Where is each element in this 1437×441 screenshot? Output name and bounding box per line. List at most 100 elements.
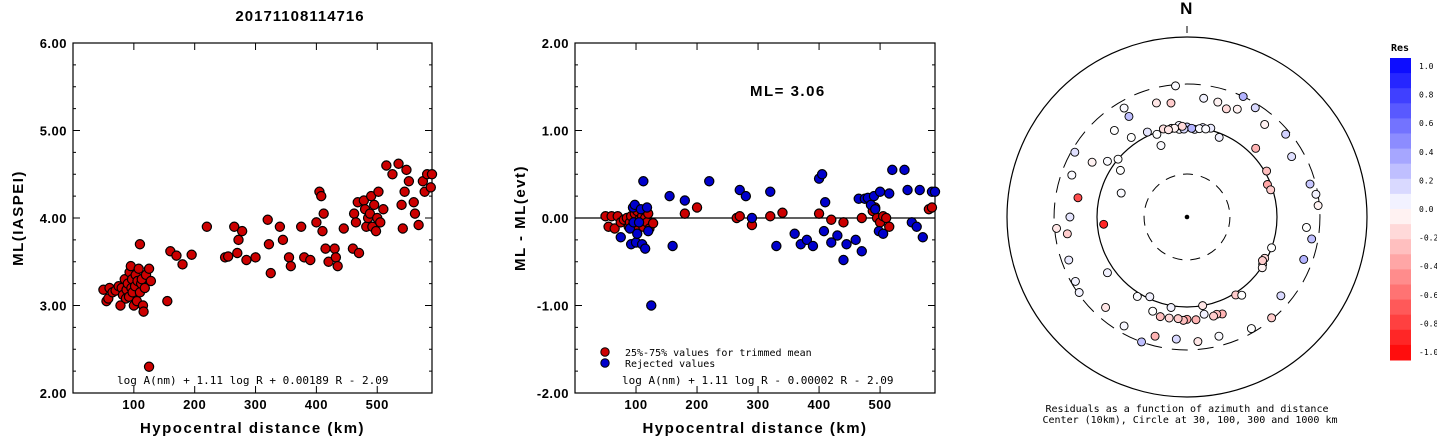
y-tick-label: 5.00 [40, 124, 67, 139]
azimuth-station-point [1166, 98, 1176, 108]
legend-label: 25%-75% values for trimmed mean [625, 348, 812, 359]
rejected-point [816, 169, 828, 180]
rejected-point [641, 202, 653, 213]
azimuth-station-point [1151, 98, 1161, 108]
y-tick-label: 3.00 [40, 299, 67, 314]
station-point [370, 225, 382, 237]
station-point [262, 214, 273, 225]
station-point [236, 225, 248, 237]
ring-300km [1053, 83, 1321, 351]
x-tick-label: 200 [685, 397, 708, 412]
station-point [316, 190, 327, 202]
y-tick-label: 1.00 [542, 124, 569, 139]
azimuth-station-point [1221, 104, 1231, 114]
x-tick-label: 300 [244, 397, 267, 412]
azimuth-station-point [1109, 126, 1119, 135]
azimuth-station-point [1191, 315, 1201, 325]
station-point [229, 221, 240, 232]
y-tick-label: 0.00 [542, 211, 569, 226]
station-point [133, 263, 144, 274]
rejected-point [929, 186, 941, 197]
colorbar-tick-label: -0.2 [1419, 234, 1437, 243]
azimuth-station-point [1164, 313, 1174, 323]
azimuth-station-point [1126, 132, 1136, 142]
station-point [274, 221, 286, 232]
rejected-point [746, 212, 758, 224]
station-point [393, 158, 404, 169]
azimuth-station-point [1062, 229, 1072, 239]
azimuth-station-point [1199, 309, 1209, 319]
station-point [138, 306, 149, 317]
azimuth-station-point [1152, 129, 1162, 139]
azimuth-station-point [1193, 337, 1203, 346]
azimuth-station-point [1287, 152, 1297, 162]
station-point [233, 234, 244, 246]
rejected-point [679, 195, 691, 206]
azimuth-station-point [1260, 119, 1270, 129]
colorbar-tick-label: 0.2 [1419, 176, 1434, 185]
y-tick-label: 2.00 [542, 36, 569, 51]
colorbar-segment [1390, 103, 1411, 119]
azimuth-station-point [1299, 255, 1309, 264]
station-point [330, 252, 342, 263]
azimuth-station-point [1052, 223, 1062, 233]
colorbar-segment [1390, 299, 1411, 316]
y-axis-label: ML - ML(evt) [512, 165, 529, 271]
station-point [320, 243, 331, 254]
station-point [375, 217, 386, 228]
ring-30km [1143, 173, 1231, 261]
station-point [162, 295, 173, 307]
rejected-point [704, 176, 715, 187]
rejected-point [902, 184, 913, 196]
station-point [317, 225, 328, 237]
station-point [426, 169, 438, 180]
azimuth-station-point [1070, 147, 1080, 157]
station-point [401, 164, 412, 176]
station-point [413, 219, 424, 231]
rejected-point [807, 240, 819, 252]
station-point [679, 208, 691, 219]
y-tick-label: 4.00 [40, 211, 67, 226]
station-point [338, 223, 349, 234]
station-point [222, 251, 234, 262]
magnitude-vs-distance-panel: 100 200 300 400 500 2.00 3.00 4.00 5.00 6.00 Hypoc… [10, 36, 438, 437]
rejected-point [789, 228, 800, 239]
rejected-point [667, 240, 678, 252]
station-point [826, 214, 837, 225]
y-tick-label: -1.00 [537, 299, 569, 314]
station-point [350, 217, 362, 228]
azimuth-station-point [1145, 292, 1155, 302]
colorbar-segment [1390, 178, 1411, 195]
rejected-point [646, 300, 657, 311]
azimuth-station-point [1311, 189, 1321, 199]
rejected-point [818, 225, 830, 237]
colorbar-title: Res [1391, 43, 1409, 54]
rejected-point [765, 186, 776, 197]
rejected-point [870, 204, 881, 215]
station-point [285, 260, 297, 272]
azimuth-station-point [1119, 103, 1129, 113]
azimuth-residual-panel: N Residuals as a function of azimuth and … [1006, 0, 1437, 426]
azimuth-station-point [1164, 125, 1173, 135]
y-axis-label: ML(IASPEI) [10, 170, 27, 266]
azimuth-station-point [1238, 92, 1248, 101]
station-point [143, 361, 155, 372]
azimuth-station-point [1074, 288, 1084, 297]
colorbar-segment [1390, 118, 1411, 134]
rejected-point [740, 190, 752, 202]
azimuth-station-point [1166, 303, 1176, 312]
x-tick-label: 500 [868, 397, 891, 412]
ml-annotation: ML= 3.06 [750, 83, 826, 100]
rejected-point [914, 184, 925, 196]
colorbar-tick-label: -0.8 [1419, 319, 1437, 328]
station-point [332, 260, 343, 272]
station-point [145, 275, 157, 287]
rejected-point [856, 246, 867, 257]
station-point [609, 223, 620, 234]
x-axis-label: Hypocentral distance (km) [140, 420, 365, 437]
rejected-point [632, 228, 643, 239]
colorbar-segment [1390, 269, 1411, 285]
x-tick-label: 200 [183, 397, 206, 412]
azimuth-station-point [1209, 311, 1219, 321]
